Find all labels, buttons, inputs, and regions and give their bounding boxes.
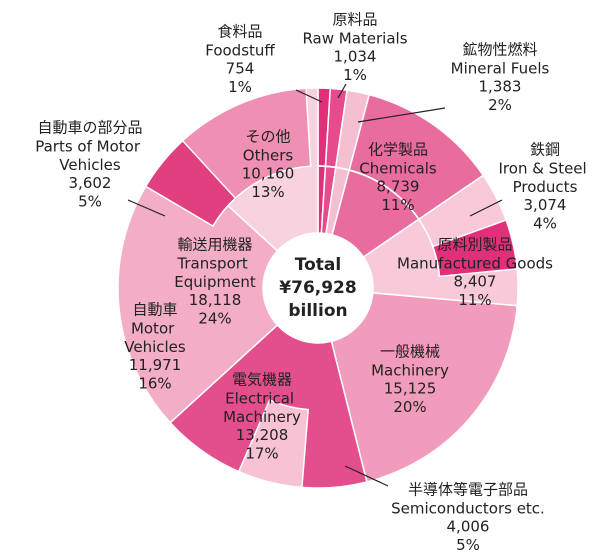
leader-line xyxy=(357,107,446,123)
value-label: 15,125 xyxy=(384,380,437,398)
value-label: 18,118 xyxy=(189,291,242,309)
label-ja: 原料品 xyxy=(332,11,377,29)
sub-segment xyxy=(237,399,310,489)
ring-divider xyxy=(317,165,441,277)
value-label: 8,739 xyxy=(377,178,420,196)
label-name: Electrical Machinery xyxy=(223,389,301,426)
label-ja: 輸送用機器 xyxy=(177,236,252,254)
label-name: Iron & Steel Products xyxy=(499,159,589,196)
value-label: 754 xyxy=(226,60,255,78)
label-name: Semiconductors etc. xyxy=(391,499,545,517)
label-ja: 半導体等電子部品 xyxy=(408,481,528,499)
label-name: Motor Vehicles xyxy=(124,319,186,356)
label-name: Manufactured Goods xyxy=(397,254,553,272)
center-hole xyxy=(263,233,373,343)
leader-line xyxy=(337,83,347,99)
percent-label: 2% xyxy=(488,96,512,114)
percent-label: 11% xyxy=(458,291,491,309)
label-ja: 一般機械 xyxy=(380,343,440,361)
center-label: ¥76,928 xyxy=(279,278,356,298)
value-label: 13,208 xyxy=(236,426,289,444)
leader-line xyxy=(344,465,389,487)
label-ja: 原料別製品 xyxy=(437,236,512,254)
value-label: 8,407 xyxy=(454,273,497,291)
label-ja: 電気機器 xyxy=(232,371,292,389)
percent-label: 4% xyxy=(533,215,557,233)
leader-line xyxy=(469,199,503,217)
label-name: Raw Materials xyxy=(302,29,407,47)
rings xyxy=(117,87,519,489)
percent-label: 13% xyxy=(251,183,284,201)
percent-label: 16% xyxy=(138,375,171,393)
leader-line xyxy=(295,89,323,103)
label-name: Others xyxy=(243,146,294,164)
label-name: Mineral Fuels xyxy=(451,59,550,77)
label-ja: 鉱物性燃料 xyxy=(462,41,537,59)
sub-segment xyxy=(144,139,237,228)
value-label: 4,006 xyxy=(447,518,490,536)
label-name: Foodstuff xyxy=(205,41,275,59)
value-label: 1,383 xyxy=(479,78,522,96)
percent-label: 5% xyxy=(456,536,480,552)
label-name: Transport Equipment xyxy=(174,254,256,291)
label-ja: その他 xyxy=(245,128,290,146)
percent-label: 1% xyxy=(228,78,252,96)
label-name: Chemicals xyxy=(359,159,437,177)
value-label: 11,971 xyxy=(129,356,182,374)
percent-label: 20% xyxy=(393,398,426,416)
percent-label: 5% xyxy=(78,193,102,211)
value-label: 1,034 xyxy=(334,48,377,66)
value-label: 3,602 xyxy=(69,174,112,192)
label-ja: 食料品 xyxy=(217,23,262,41)
percent-label: 17% xyxy=(245,445,278,463)
center-label: Total xyxy=(295,255,341,275)
label-name: Machinery xyxy=(371,361,449,379)
percent-label: 1% xyxy=(343,66,367,84)
label-ja: 鉄鋼 xyxy=(530,141,560,159)
label-ja: 化学製品 xyxy=(368,141,428,159)
label-ja: 自動車 xyxy=(132,301,177,319)
value-label: 10,160 xyxy=(242,165,295,183)
center-label: billion xyxy=(288,301,347,321)
percent-label: 24% xyxy=(198,310,231,328)
percent-label: 11% xyxy=(381,196,414,214)
label-ja: 自動車の部分品 xyxy=(37,119,142,137)
leader-line xyxy=(127,199,166,217)
value-label: 3,074 xyxy=(524,196,567,214)
label-name: Parts of Motor Vehicles xyxy=(35,137,145,174)
